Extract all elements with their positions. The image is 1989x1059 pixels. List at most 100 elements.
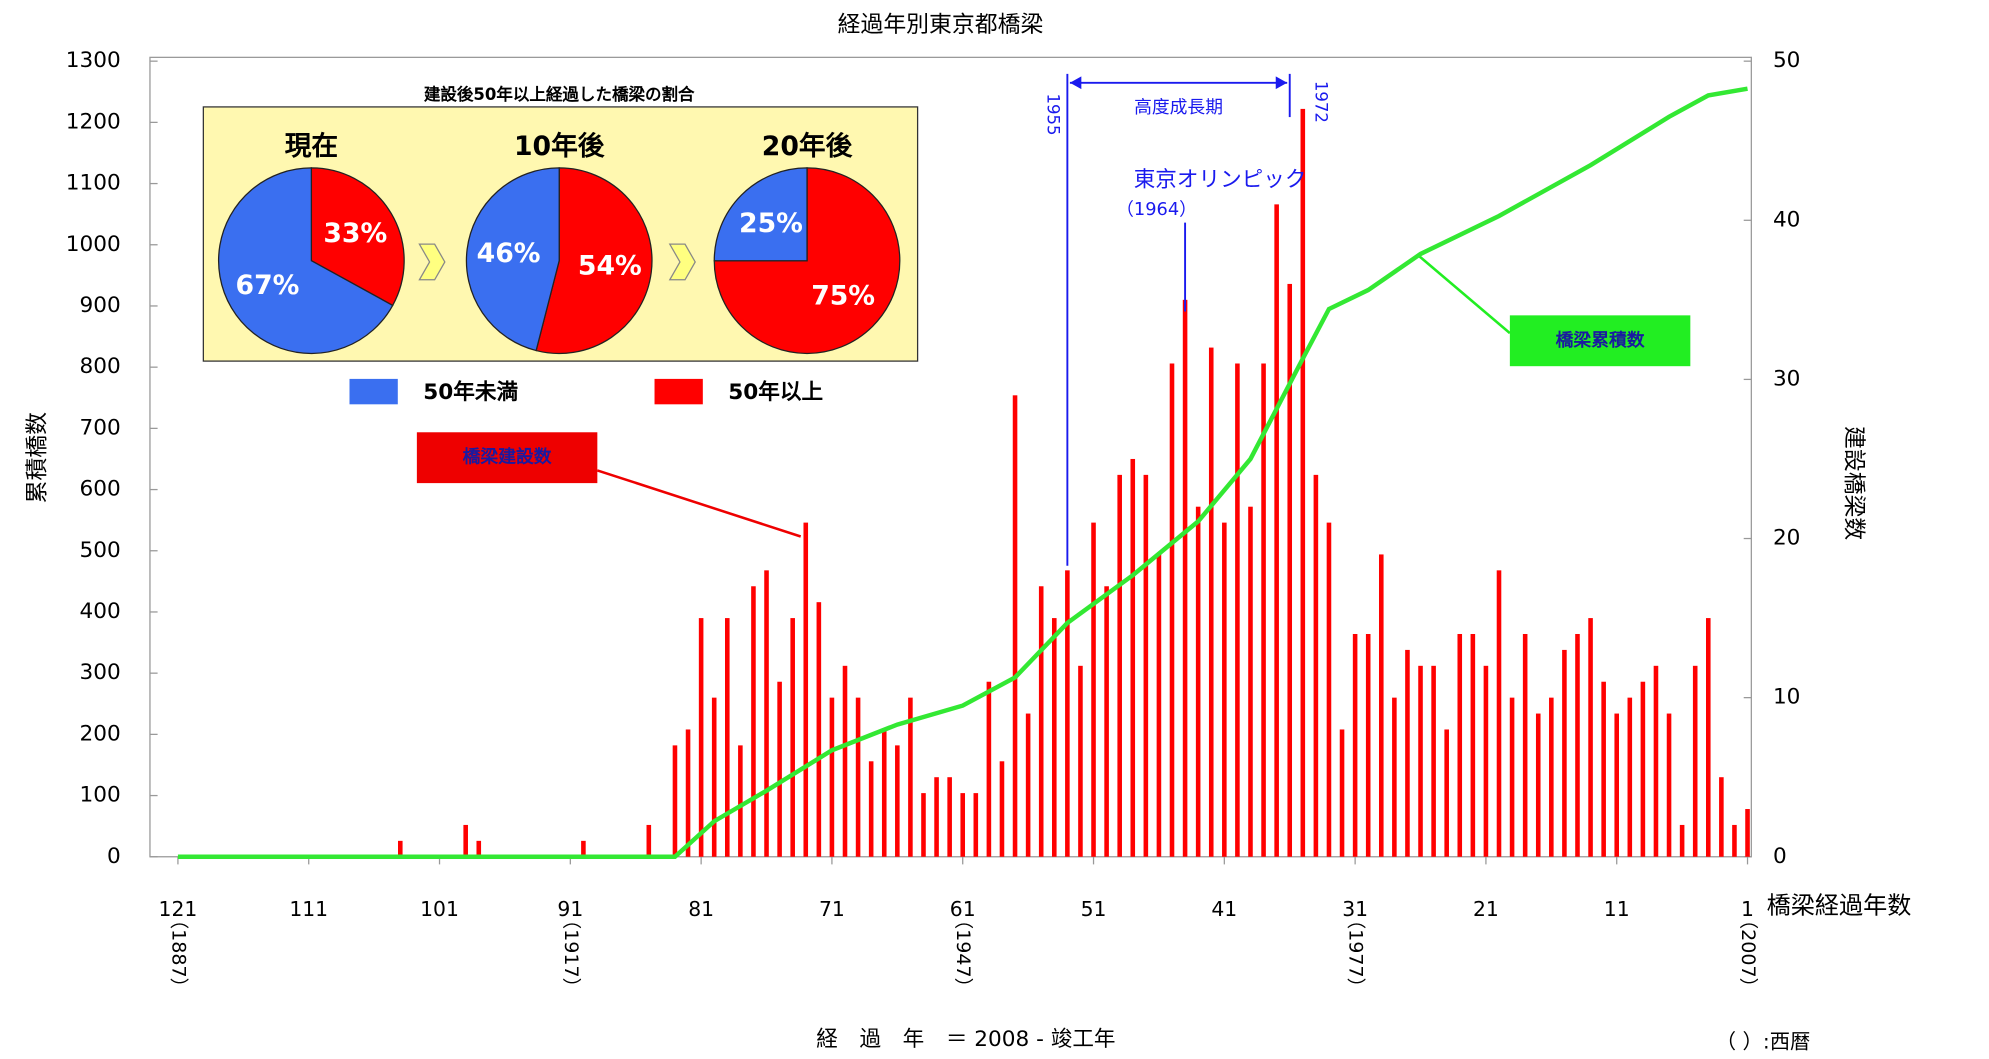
bar <box>1679 824 1685 857</box>
bar <box>986 681 992 857</box>
bar <box>1261 363 1266 857</box>
pie-label: 46% <box>477 238 541 269</box>
bar <box>1653 665 1659 857</box>
pie-slice <box>465 167 560 352</box>
bar <box>1418 665 1423 857</box>
bar <box>777 681 782 857</box>
bar <box>463 824 468 857</box>
bar <box>1588 618 1593 857</box>
bar <box>1549 697 1554 857</box>
bar <box>1535 713 1541 857</box>
bar <box>398 840 403 857</box>
bar <box>1169 363 1175 857</box>
year-tick-label: （1887） <box>167 910 189 997</box>
bar <box>1222 522 1227 857</box>
bar <box>1195 506 1201 857</box>
y-tick-label: 400 <box>80 599 121 624</box>
bar <box>1378 554 1384 857</box>
pie-title: 10年後 <box>514 131 605 162</box>
year-tick-label: （1947） <box>952 910 974 997</box>
annotation-pointer <box>596 469 802 538</box>
bar <box>960 793 966 857</box>
bar <box>1601 681 1606 857</box>
bar <box>829 697 835 857</box>
y-tick-label: 0 <box>107 844 121 869</box>
bar <box>1078 665 1083 857</box>
bar <box>881 729 887 857</box>
x-tick-label: 1 <box>1741 897 1754 921</box>
pie-title: 20年後 <box>762 131 853 162</box>
period-label: 高度成長期 <box>1134 97 1223 118</box>
bar <box>999 761 1005 857</box>
year-tick-label: （1977） <box>1345 910 1367 997</box>
pie-slice <box>713 167 808 262</box>
event-sublabel: （1964） <box>1116 199 1197 220</box>
x-axis-unit: 橋梁経過年数 <box>1767 891 1912 919</box>
y-tick-label: 1200 <box>66 109 121 134</box>
bar <box>908 697 913 857</box>
period-end-label: 1972 <box>1312 81 1331 123</box>
bar <box>1627 697 1633 857</box>
bar <box>1745 809 1750 857</box>
pie-label: 25% <box>739 208 803 239</box>
y-tick-label: 1000 <box>66 232 121 257</box>
bar <box>1326 522 1332 857</box>
bar <box>1719 777 1724 857</box>
bar <box>1235 363 1240 857</box>
x-tick-label: 101 <box>420 897 459 921</box>
bar <box>476 840 482 857</box>
bar <box>842 665 848 857</box>
y2-tick-label: 0 <box>1773 844 1787 869</box>
y2-tick-label: 40 <box>1773 207 1800 232</box>
y-tick-label: 1100 <box>66 171 121 196</box>
bar <box>1248 506 1253 857</box>
bar <box>1732 824 1737 857</box>
y2-axis-title: 建設橋梁数 <box>1841 426 1867 540</box>
bar <box>1444 729 1449 857</box>
bar <box>1352 633 1358 857</box>
pie-label: 67% <box>236 270 300 301</box>
bar <box>1313 474 1319 857</box>
event-label: 東京オリンピック <box>1134 168 1307 193</box>
y-tick-label: 300 <box>80 660 121 685</box>
bar <box>698 618 704 857</box>
bar <box>1457 633 1463 857</box>
pie-label: 33% <box>323 218 387 249</box>
x-tick-label: 121 <box>159 897 198 921</box>
bar <box>1339 729 1345 857</box>
inset-title: 建設後50年以上経過した橋梁の割合 <box>424 84 695 104</box>
bar <box>868 761 874 857</box>
bar <box>921 793 926 857</box>
bar <box>751 586 756 857</box>
pie-slice <box>713 167 901 355</box>
y2-tick-label: 10 <box>1773 685 1800 710</box>
bar <box>1300 108 1306 857</box>
bar <box>1365 633 1371 857</box>
bar <box>1130 458 1136 857</box>
y-tick-label: 500 <box>80 538 121 563</box>
x-tick-label: 81 <box>688 897 714 921</box>
bar <box>790 618 795 857</box>
legend-label: 50年以上 <box>728 379 823 405</box>
bar <box>1392 697 1397 857</box>
y-tick-label: 900 <box>80 293 121 318</box>
y-tick-label: 100 <box>80 783 121 808</box>
bar <box>711 697 717 857</box>
bar <box>1640 681 1646 857</box>
arrow-icon <box>668 243 696 281</box>
chart-title: 経過年別東京都橋梁 <box>838 12 1044 38</box>
bar <box>1117 474 1122 857</box>
bar <box>764 570 769 857</box>
x-tick-label: 31 <box>1342 897 1368 921</box>
year-tick-label: （2007） <box>1737 910 1759 997</box>
x-tick-label: 41 <box>1211 897 1237 921</box>
pie-title: 現在 <box>285 131 338 162</box>
y-tick-label: 200 <box>80 721 121 746</box>
year-note: （ ）:西暦 <box>1716 1029 1811 1053</box>
bar <box>1143 474 1149 857</box>
bar <box>1509 697 1515 857</box>
legend-swatch <box>654 378 703 405</box>
bar <box>1208 347 1214 857</box>
